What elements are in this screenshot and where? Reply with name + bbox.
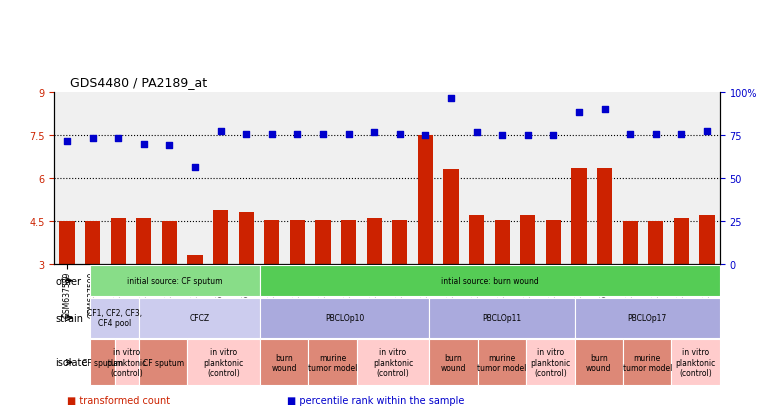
Bar — [136, 218, 152, 264]
Point — [420, 133, 432, 139]
Bar — [673, 218, 689, 264]
Point — [445, 95, 457, 102]
Text: burn
wound: burn wound — [441, 353, 466, 372]
Bar — [91, 265, 260, 297]
Text: burn
wound: burn wound — [586, 353, 611, 372]
Bar — [260, 339, 308, 385]
Bar — [546, 220, 561, 264]
Bar — [91, 339, 115, 385]
Point — [368, 130, 380, 136]
Bar — [260, 298, 430, 338]
Text: CF sputum: CF sputum — [142, 358, 183, 367]
Point — [189, 164, 201, 171]
Bar — [264, 220, 279, 264]
Point — [138, 141, 150, 148]
Bar — [623, 339, 671, 385]
Bar — [430, 339, 478, 385]
Text: PBCLOp10: PBCLOp10 — [325, 313, 365, 323]
Bar — [308, 339, 357, 385]
Point — [675, 131, 687, 138]
Bar — [213, 210, 228, 264]
Text: burn
wound: burn wound — [272, 353, 297, 372]
Bar — [238, 213, 254, 264]
Bar — [91, 298, 139, 338]
Text: isolate: isolate — [56, 357, 87, 368]
Point — [112, 135, 125, 142]
Text: murine
tumor model: murine tumor model — [622, 353, 672, 372]
Bar — [139, 298, 260, 338]
Text: CFCZ: CFCZ — [190, 313, 210, 323]
Text: ■ transformed count: ■ transformed count — [67, 394, 170, 405]
Text: GDS4480 / PA2189_at: GDS4480 / PA2189_at — [70, 76, 207, 89]
Bar — [495, 220, 510, 264]
Text: PBCLOp11: PBCLOp11 — [482, 313, 522, 323]
Text: ■ percentile rank within the sample: ■ percentile rank within the sample — [287, 394, 464, 405]
Point — [700, 128, 713, 135]
Bar — [139, 339, 187, 385]
Point — [649, 131, 662, 138]
Text: strain: strain — [56, 313, 84, 323]
Point — [573, 109, 585, 116]
Point — [598, 107, 611, 113]
Point — [291, 131, 303, 138]
Text: CF1, CF2, CF3,
CF4 pool: CF1, CF2, CF3, CF4 pool — [87, 309, 142, 328]
Bar — [444, 170, 459, 264]
Point — [265, 131, 278, 138]
Point — [240, 131, 252, 138]
Text: other: other — [56, 276, 81, 286]
Bar — [671, 339, 720, 385]
Bar — [115, 339, 139, 385]
Bar — [597, 169, 612, 264]
Bar — [469, 216, 485, 264]
Text: in vitro
planktonic
(control): in vitro planktonic (control) — [373, 348, 413, 377]
Point — [496, 133, 509, 139]
Bar — [571, 169, 587, 264]
Bar — [85, 221, 101, 264]
Text: in vitro
planktonic
(control): in vitro planktonic (control) — [107, 348, 147, 377]
Bar — [357, 339, 430, 385]
Bar — [700, 216, 714, 264]
Bar — [574, 339, 623, 385]
Point — [342, 131, 354, 138]
Point — [624, 131, 636, 138]
Bar — [187, 256, 203, 264]
Bar — [367, 218, 382, 264]
Bar — [315, 220, 330, 264]
Point — [471, 130, 483, 136]
Bar — [162, 221, 177, 264]
Bar — [648, 221, 663, 264]
Bar — [574, 298, 720, 338]
Text: in vitro
planktonic
(control): in vitro planktonic (control) — [676, 348, 716, 377]
Bar — [430, 298, 574, 338]
Text: murine
tumor model: murine tumor model — [478, 353, 526, 372]
Bar — [478, 339, 526, 385]
Text: PBCLOp17: PBCLOp17 — [628, 313, 667, 323]
Text: in vitro
planktonic
(control): in vitro planktonic (control) — [204, 348, 244, 377]
Text: CF sputum: CF sputum — [82, 358, 123, 367]
Point — [163, 142, 176, 149]
Bar — [418, 136, 433, 264]
Bar — [520, 216, 536, 264]
Text: initial source: CF sputum: initial source: CF sputum — [128, 276, 223, 285]
Bar — [622, 221, 638, 264]
Point — [87, 135, 99, 142]
Point — [547, 133, 560, 139]
Bar — [289, 220, 305, 264]
Point — [61, 138, 74, 145]
Text: murine
tumor model: murine tumor model — [308, 353, 358, 372]
Bar — [526, 339, 574, 385]
Point — [317, 131, 329, 138]
Bar — [187, 339, 260, 385]
Bar — [260, 265, 720, 297]
Text: intial source: burn wound: intial source: burn wound — [441, 276, 539, 285]
Bar — [60, 221, 74, 264]
Bar — [111, 218, 126, 264]
Point — [394, 131, 406, 138]
Point — [522, 133, 534, 139]
Bar — [341, 220, 356, 264]
Text: in vitro
planktonic
(control): in vitro planktonic (control) — [530, 348, 570, 377]
Bar — [392, 220, 407, 264]
Point — [214, 128, 227, 135]
